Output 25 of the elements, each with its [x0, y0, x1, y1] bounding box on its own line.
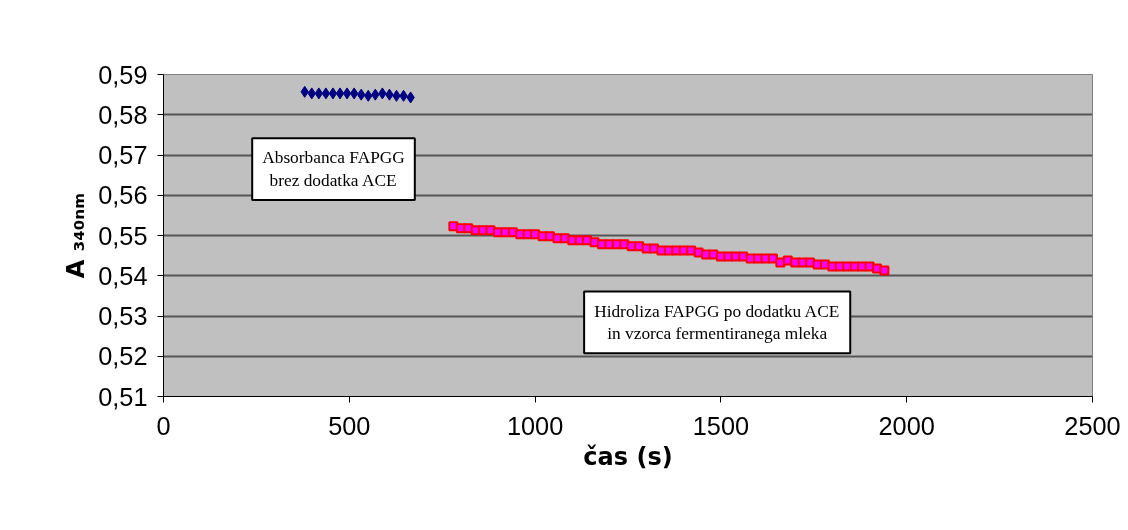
y-tick-label: 0,53: [98, 302, 148, 330]
x-axis-title: čas (s): [583, 442, 673, 471]
y-tick-label: 0,56: [98, 181, 148, 210]
point: [335, 87, 345, 100]
point: [321, 87, 331, 100]
x-tick-label: 0: [156, 411, 171, 440]
y-tick-label: 0,52: [98, 342, 148, 371]
y-axis-title: A ₃₄₀ₙₘ: [62, 192, 91, 279]
x-tick-label: 2500: [1064, 411, 1121, 440]
x-tick-label: 2000: [878, 411, 935, 440]
y-tick-label: 0,59: [98, 60, 148, 89]
point: [328, 87, 338, 100]
y-tick-label: 0,58: [98, 100, 148, 129]
text: Absorbanca FAPGG brez dodatka ACE: [262, 148, 405, 191]
y-tick-label: 0,57: [98, 141, 148, 169]
point: [342, 87, 352, 100]
point: [879, 265, 890, 276]
point: [349, 87, 359, 100]
y-tick-label: 0,51: [98, 382, 148, 411]
series-label: Hidroliza FAPGG po dodatku ACE in vzorca fermentiranega mleka: [594, 301, 840, 344]
y-tick-label: 0,54: [98, 261, 148, 290]
y-tick-label: 0,55: [98, 221, 148, 250]
x-tick-label: 1500: [692, 411, 750, 440]
x-tick-label: 500: [328, 411, 371, 440]
x-tick-label: 1000: [506, 411, 564, 440]
